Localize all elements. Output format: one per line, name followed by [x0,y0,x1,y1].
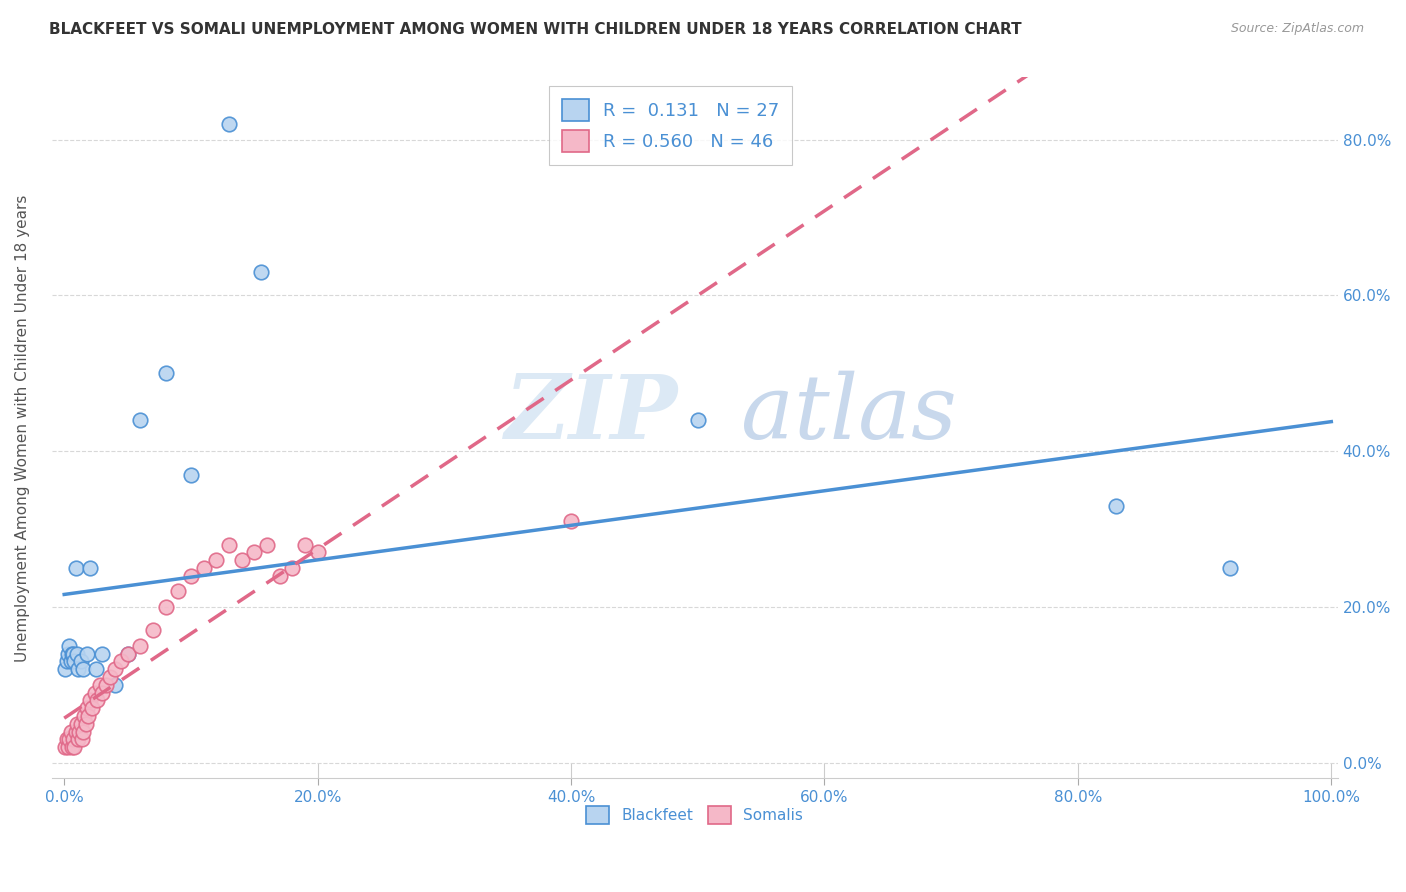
Point [117,647,139,661]
Point [65,561,87,575]
Point [307,545,329,559]
Point [69,655,91,669]
Point [67,662,90,676]
Point [129,413,152,427]
Point [76,701,98,715]
Point [155,599,177,614]
Point [129,639,152,653]
Point [269,568,291,582]
Text: ZIP: ZIP [505,370,678,457]
Point [72,662,94,676]
Point [98,670,121,684]
Point [180,467,202,482]
Point [76,647,98,661]
Point [256,538,278,552]
Point [281,561,304,575]
Point [60,740,83,755]
Point [62,732,84,747]
Point [55,740,77,755]
Point [56,740,79,755]
Point [58,732,80,747]
Point [59,724,82,739]
Point [142,624,165,638]
Point [63,740,86,755]
Point [56,647,79,661]
Point [66,647,89,661]
Point [231,553,253,567]
Point [67,724,90,739]
Point [79,561,101,575]
Point [249,265,271,279]
Point [110,655,132,669]
Point [94,678,117,692]
Point [193,561,215,575]
Text: BLACKFEET VS SOMALI UNEMPLOYMENT AMONG WOMEN WITH CHILDREN UNDER 18 YEARS CORREL: BLACKFEET VS SOMALI UNEMPLOYMENT AMONG W… [49,22,1022,37]
Point [67,732,90,747]
Point [86,693,108,707]
Point [686,413,709,427]
Point [218,538,240,552]
Point [1219,561,1241,575]
Point [73,709,96,723]
Legend: Blackfeet, Somalis: Blackfeet, Somalis [576,797,813,834]
Point [155,367,177,381]
Point [205,553,228,567]
Text: atlas: atlas [741,370,957,458]
Point [72,724,94,739]
Point [58,639,80,653]
Point [55,662,77,676]
Point [75,716,97,731]
Point [63,655,86,669]
Point [91,647,114,661]
Point [117,647,139,661]
Point [104,662,127,676]
Point [70,732,93,747]
Point [294,538,316,552]
Point [91,685,114,699]
Point [69,716,91,731]
Point [55,732,77,747]
Point [55,655,77,669]
Text: Source: ZipAtlas.com: Source: ZipAtlas.com [1230,22,1364,36]
Point [83,685,105,699]
Point [65,724,87,739]
Point [218,117,240,131]
Y-axis label: Unemployment Among Women with Children Under 18 years: Unemployment Among Women with Children U… [15,194,30,662]
Point [80,701,103,715]
Point [560,514,582,528]
Point [59,655,82,669]
Point [104,678,127,692]
Point [167,584,190,599]
Point [84,662,107,676]
Point [243,545,266,559]
Point [89,678,111,692]
Point [79,693,101,707]
Point [62,647,84,661]
Point [1105,499,1128,513]
Point [77,709,100,723]
Point [66,716,89,731]
Point [60,647,83,661]
Point [180,568,202,582]
